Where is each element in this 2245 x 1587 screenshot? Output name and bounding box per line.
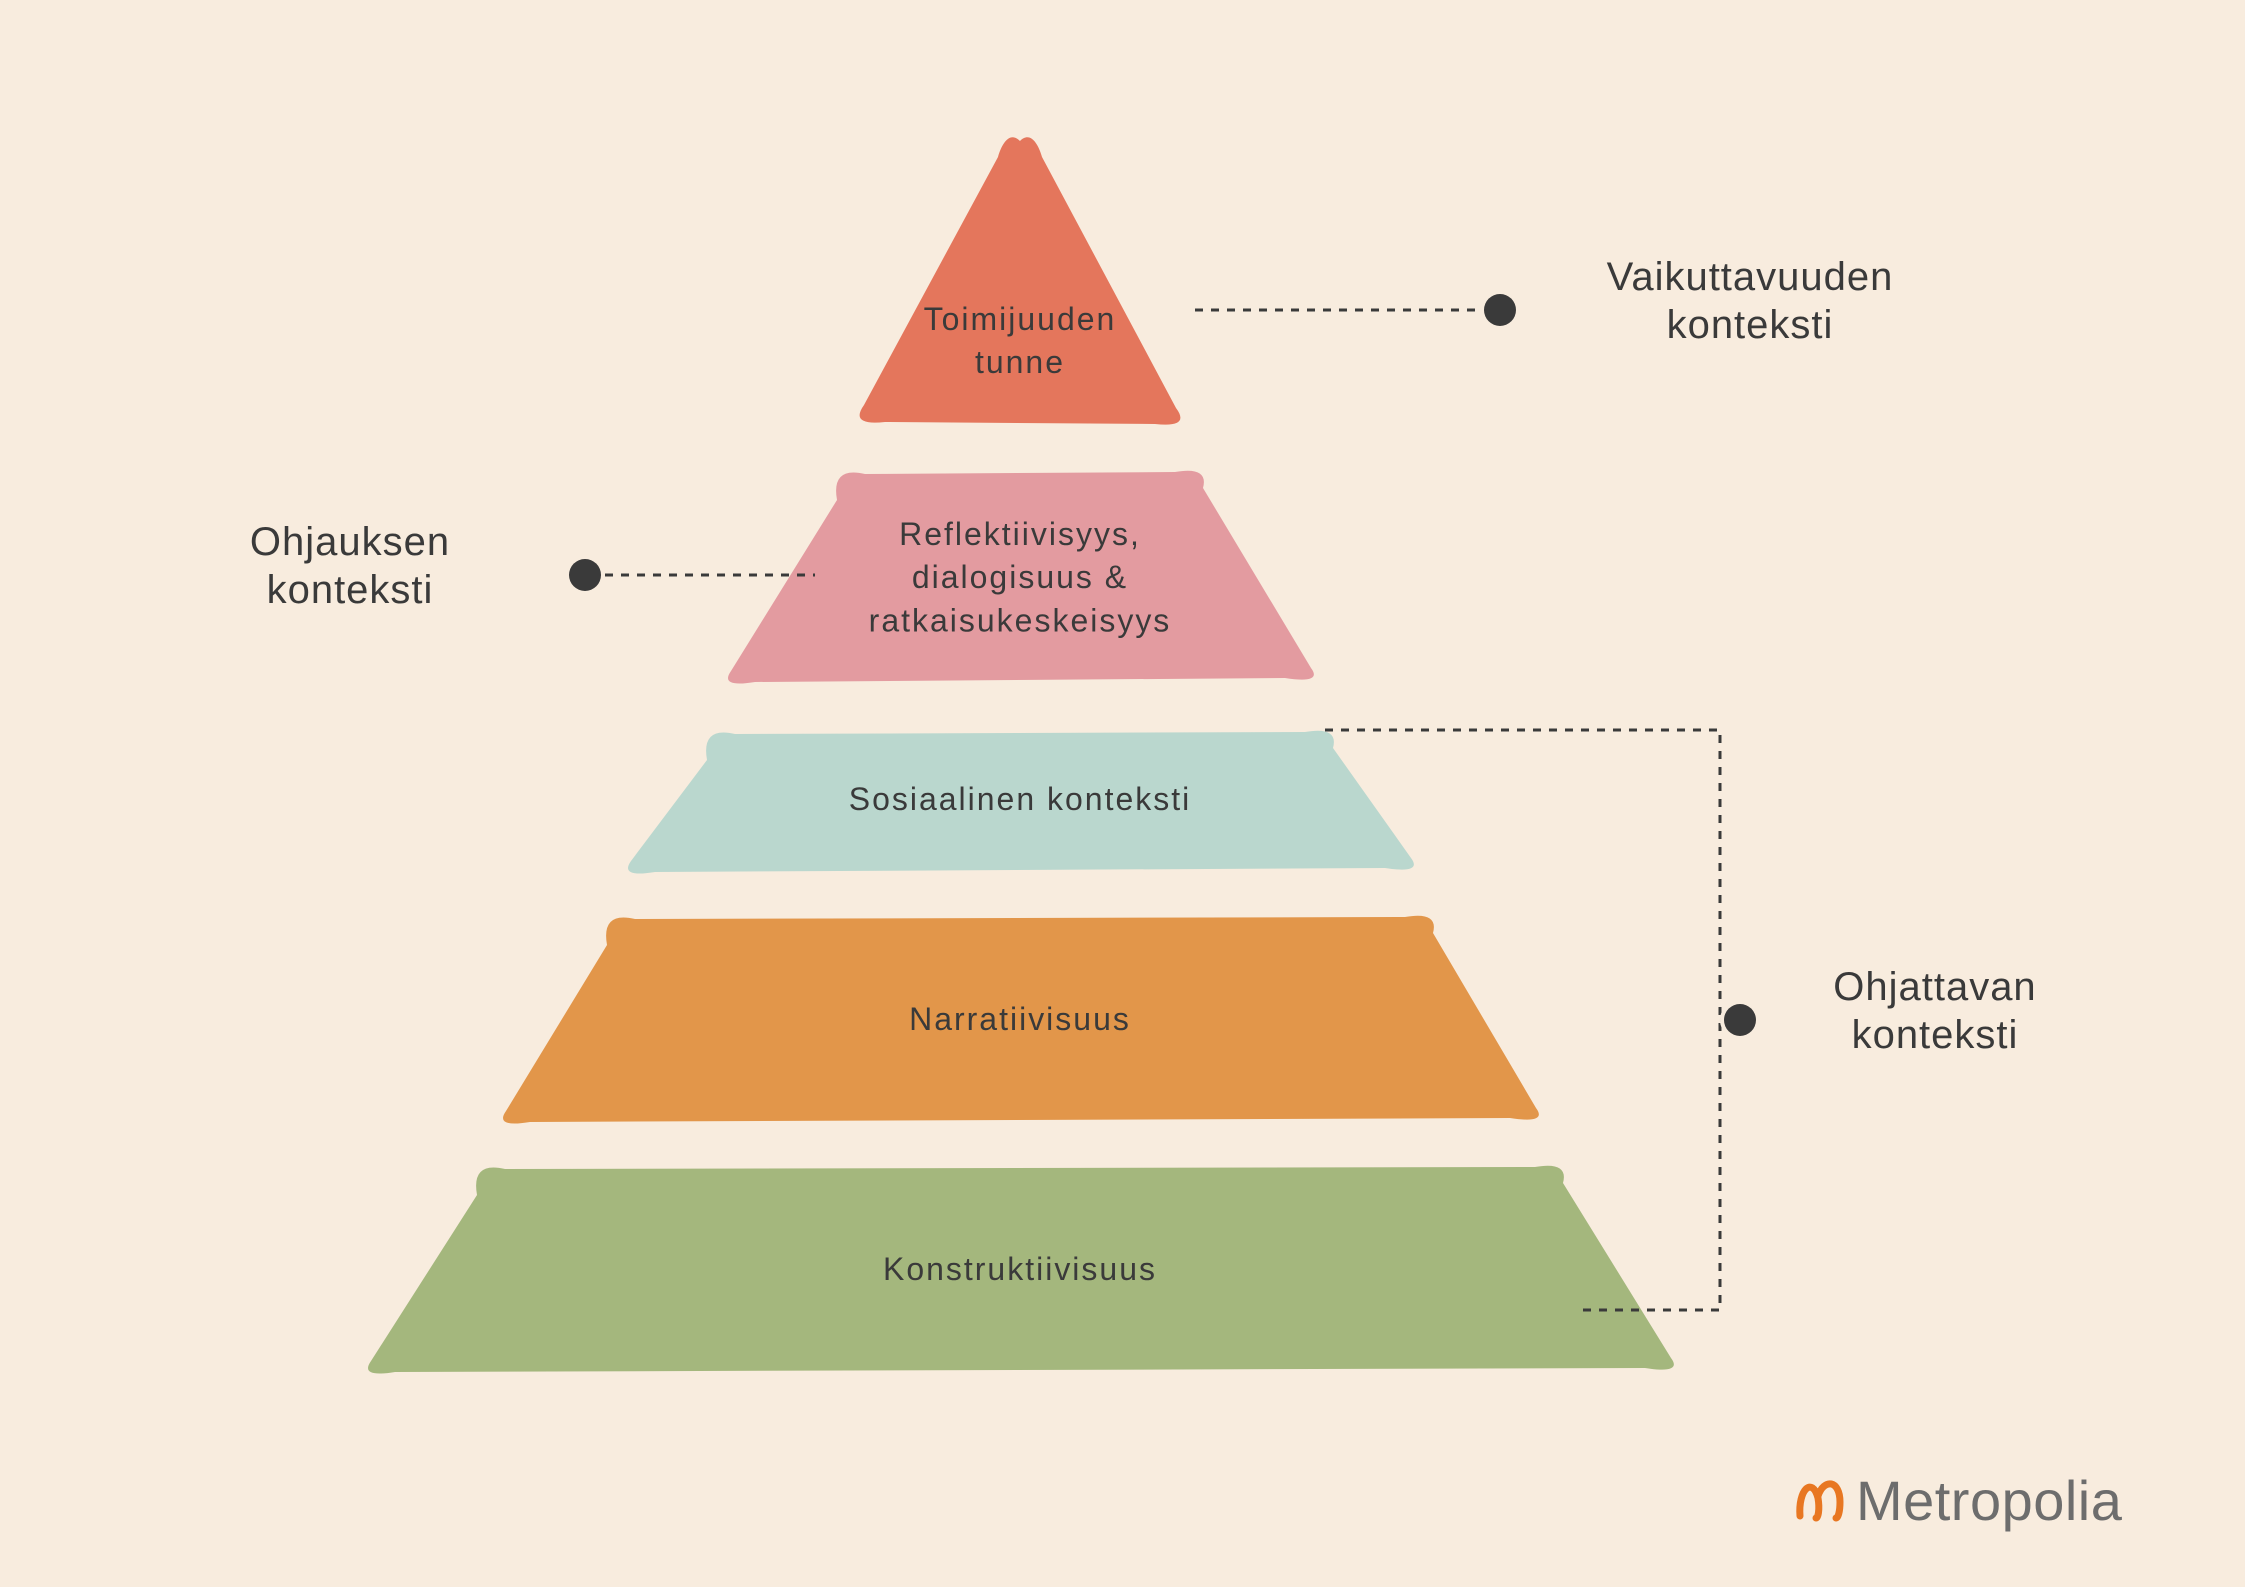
tier-label: Konstruktiivisuus: [883, 1251, 1157, 1287]
logo-text: Metropolia: [1856, 1469, 2123, 1532]
tier-label: Sosiaalinen konteksti: [849, 781, 1191, 817]
annotation-dot: [1724, 1004, 1756, 1036]
annotation-dot: [1484, 294, 1516, 326]
diagram-canvas: ToimijuudentunneReflektiivisyys,dialogis…: [0, 0, 2245, 1587]
annotation-dot: [569, 559, 601, 591]
tier-label: Narratiivisuus: [909, 1001, 1131, 1037]
diagram-stage: ToimijuudentunneReflektiivisyys,dialogis…: [0, 0, 2245, 1587]
tier-label: Reflektiivisyys,dialogisuus &ratkaisukes…: [869, 516, 1172, 638]
